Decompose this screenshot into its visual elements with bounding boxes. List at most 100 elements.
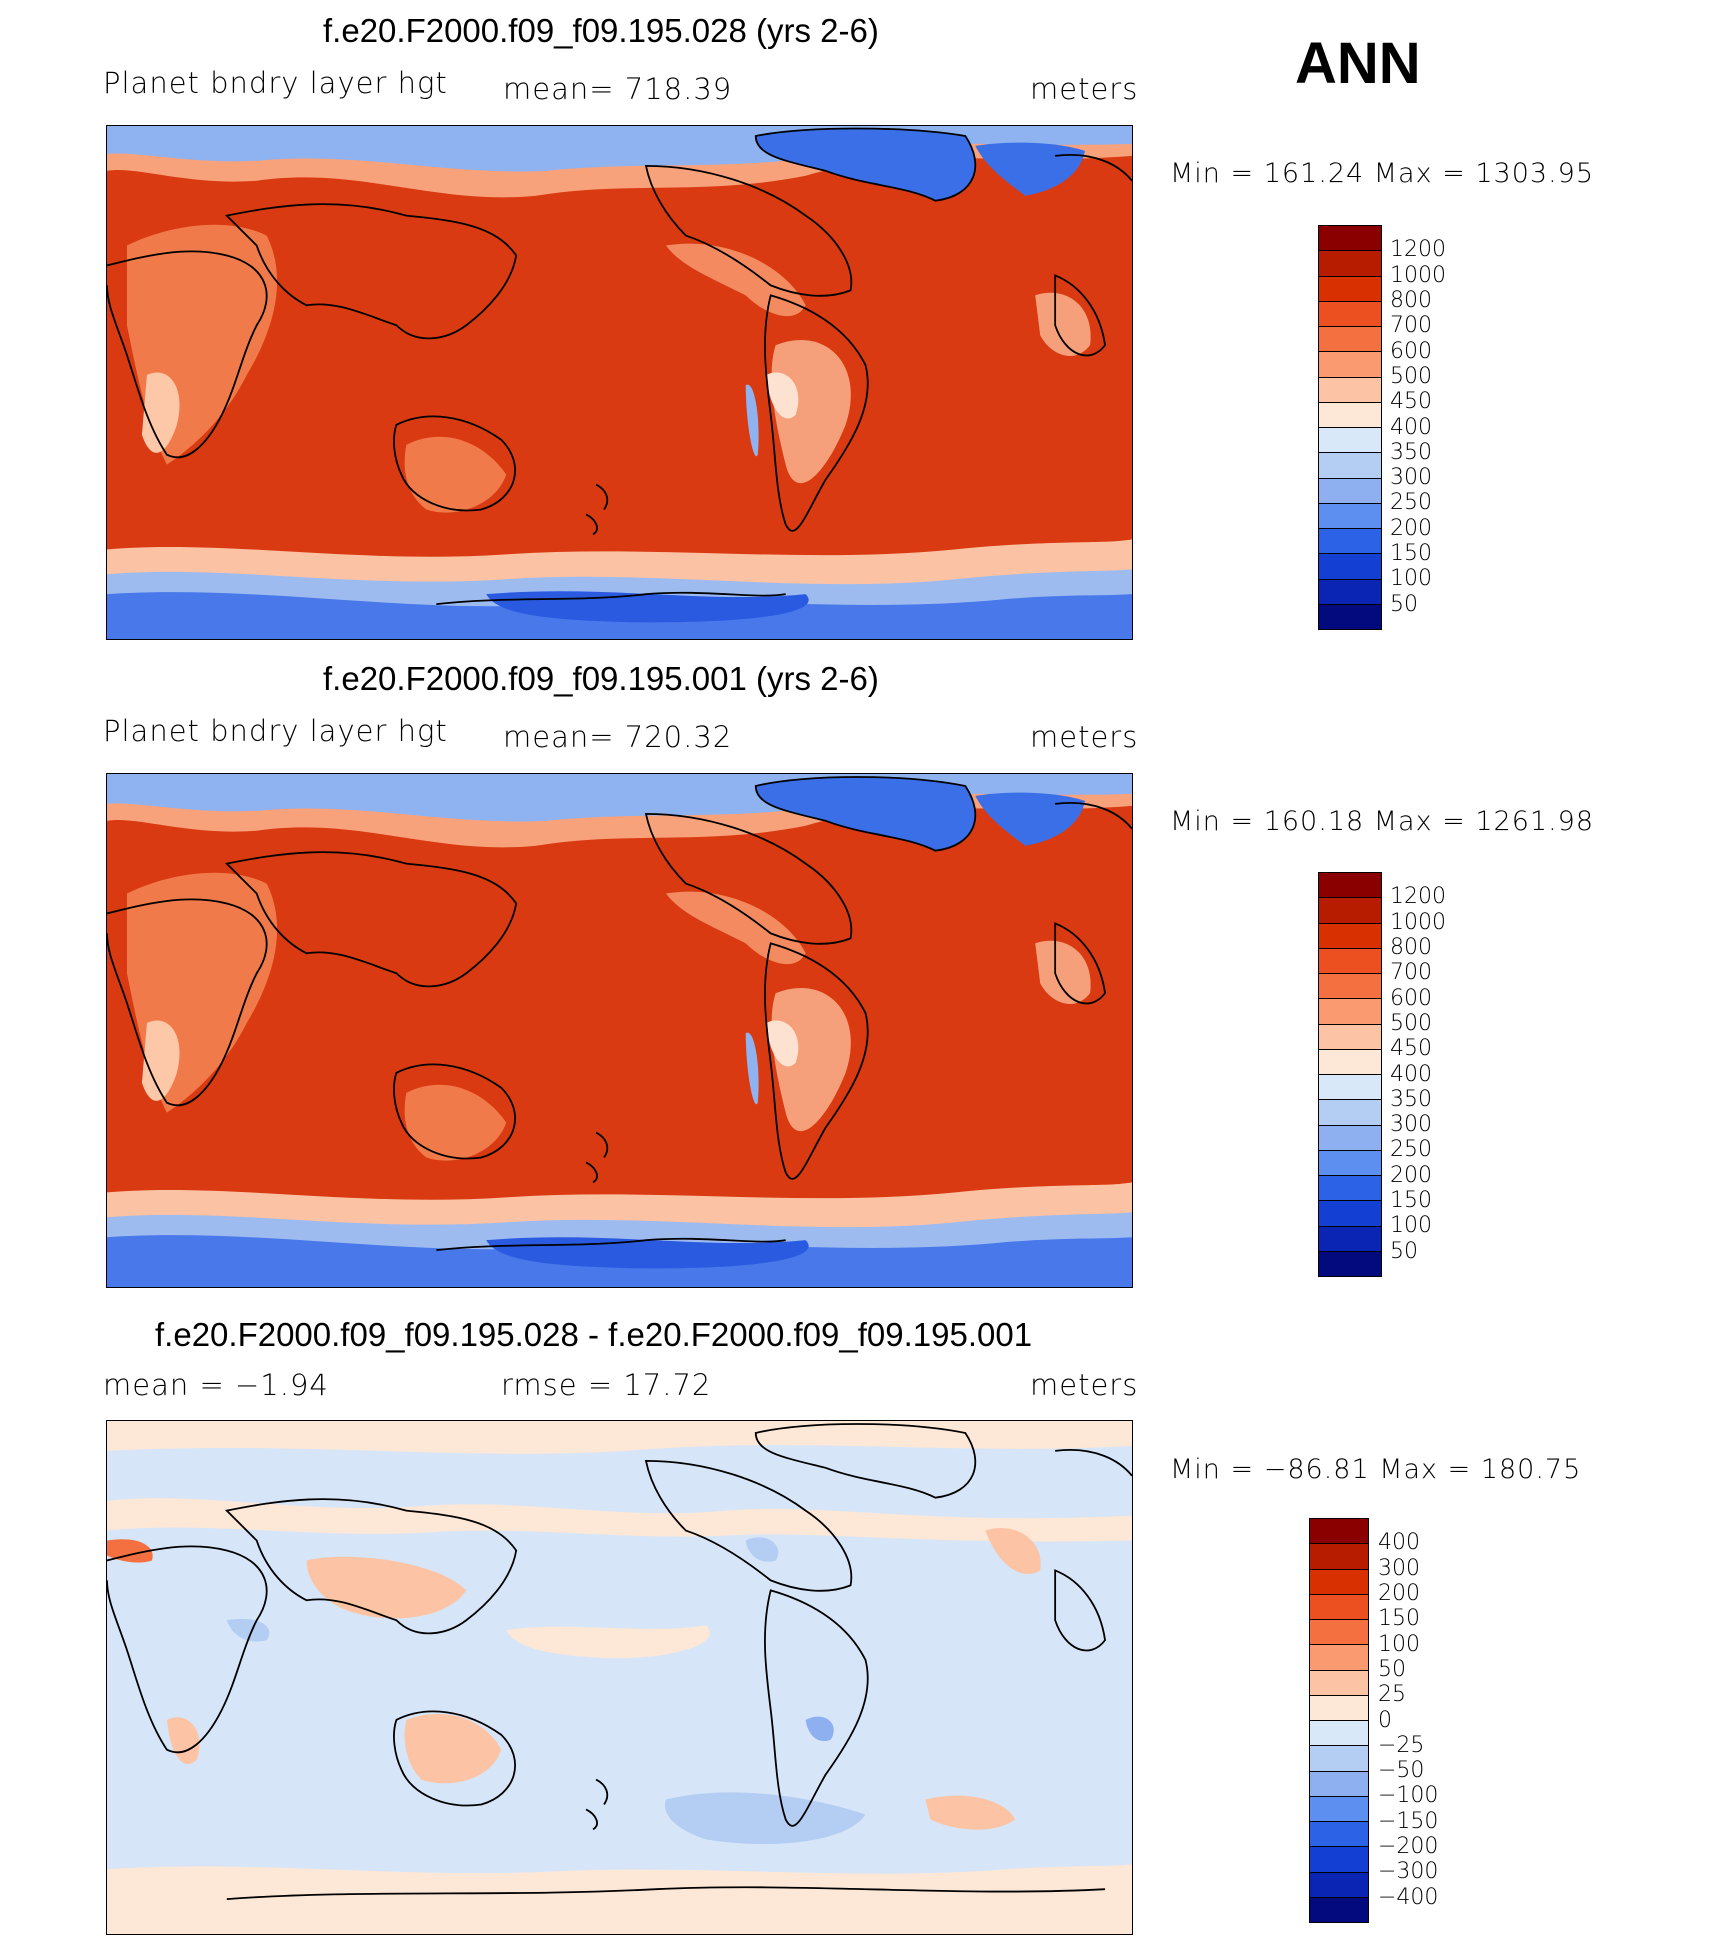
panel3-colorbar-level-label: 300 bbox=[1378, 1555, 1420, 1581]
panel2-colorbar-level-label: 150 bbox=[1390, 1188, 1432, 1214]
panel1-map-canvas bbox=[107, 126, 1132, 639]
panel2-colorbar bbox=[1318, 872, 1382, 1277]
panel2-colorbar-swatch bbox=[1319, 1125, 1381, 1151]
panel1-colorbar-level-label: 400 bbox=[1390, 414, 1432, 440]
panel1-colorbar-swatch bbox=[1319, 352, 1381, 378]
panel3-units-label: meters bbox=[1030, 1368, 1139, 1402]
panel1-units-label: meters bbox=[1030, 72, 1139, 106]
panel3-colorbar-swatch bbox=[1310, 1670, 1368, 1696]
panel3-colorbar-swatch bbox=[1310, 1519, 1368, 1545]
panel2-colorbar-level-label: 300 bbox=[1390, 1112, 1432, 1138]
panel1-colorbar-level-label: 600 bbox=[1390, 338, 1432, 364]
panel1-colorbar-level-label: 500 bbox=[1390, 363, 1432, 389]
panel1-colorbar-level-label: 800 bbox=[1390, 287, 1432, 313]
panel3-colorbar bbox=[1309, 1518, 1369, 1923]
panel1-colorbar-swatch bbox=[1319, 402, 1381, 428]
panel3-colorbar-level-label: −300 bbox=[1378, 1859, 1439, 1885]
panel2-colorbar-swatch bbox=[1319, 948, 1381, 974]
panel3-colorbar-level-label: 200 bbox=[1378, 1580, 1420, 1606]
panel3-colorbar-level-label: −200 bbox=[1378, 1834, 1439, 1860]
panel2-mean-label: mean= 720.32 bbox=[503, 720, 733, 754]
panel3-colorbar-swatch bbox=[1310, 1544, 1368, 1570]
panel1-colorbar-level-label: 350 bbox=[1390, 439, 1432, 465]
panel1-colorbar-swatch bbox=[1319, 604, 1381, 629]
panel1-colorbar-swatch bbox=[1319, 579, 1381, 605]
panel2-colorbar-swatch bbox=[1319, 1049, 1381, 1075]
panel2-colorbar-level-label: 450 bbox=[1390, 1036, 1432, 1062]
panel1-colorbar-swatch bbox=[1319, 251, 1381, 277]
panel3-colorbar-swatch bbox=[1310, 1746, 1368, 1772]
panel1-colorbar-swatch bbox=[1319, 478, 1381, 504]
panel3-colorbar-level-label: −50 bbox=[1378, 1758, 1425, 1784]
panel1-colorbar-level-label: 700 bbox=[1390, 313, 1432, 339]
panel3-colorbar-level-label: 0 bbox=[1378, 1707, 1392, 1733]
panel3-colorbar-swatch bbox=[1310, 1872, 1368, 1898]
panel2-colorbar-level-label: 800 bbox=[1390, 934, 1432, 960]
panel3-colorbar-swatch bbox=[1310, 1721, 1368, 1747]
panel2-colorbar-level-label: 250 bbox=[1390, 1137, 1432, 1163]
panel2-colorbar-swatch bbox=[1319, 1176, 1381, 1202]
panel3-colorbar-swatch bbox=[1310, 1771, 1368, 1797]
panel3-map bbox=[106, 1420, 1133, 1935]
panel1-colorbar-swatch bbox=[1319, 377, 1381, 403]
panel1-colorbar-swatch bbox=[1319, 327, 1381, 353]
panel2-colorbar-level-label: 50 bbox=[1390, 1238, 1418, 1264]
panel3-colorbar-swatch bbox=[1310, 1897, 1368, 1922]
panel3-colorbar-level-label: −100 bbox=[1378, 1783, 1439, 1809]
panel2-title: f.e20.F2000.f09_f09.195.001 (yrs 2-6) bbox=[323, 660, 879, 697]
panel3-minmax: Min = −86.81 Max = 180.75 bbox=[1170, 1454, 1582, 1485]
panel2-colorbar-level-label: 600 bbox=[1390, 985, 1432, 1011]
panel1-colorbar-level-label: 150 bbox=[1390, 541, 1432, 567]
panel1-colorbar-swatch bbox=[1319, 301, 1381, 327]
panel2-map-canvas bbox=[107, 774, 1132, 1287]
panel2-colorbar-swatch bbox=[1319, 1226, 1381, 1252]
panel2-units-label: meters bbox=[1030, 720, 1139, 754]
panel3-colorbar-swatch bbox=[1310, 1645, 1368, 1671]
panel2-colorbar-level-label: 400 bbox=[1390, 1061, 1432, 1087]
panel1-map bbox=[106, 125, 1133, 640]
panel2-colorbar-level-label: 200 bbox=[1390, 1162, 1432, 1188]
panel2-colorbar-level-label: 700 bbox=[1390, 960, 1432, 986]
panel1-colorbar-level-label: 200 bbox=[1390, 515, 1432, 541]
panel3-mean-label: mean = −1.94 bbox=[103, 1368, 329, 1402]
panel1-colorbar-level-label: 250 bbox=[1390, 490, 1432, 516]
panel1-colorbar-level-label: 450 bbox=[1390, 389, 1432, 415]
panel1-colorbar-level-label: 100 bbox=[1390, 566, 1432, 592]
panel3-rmse-label: rmse = 17.72 bbox=[501, 1368, 712, 1402]
panel2-colorbar-level-label: 1200 bbox=[1390, 884, 1446, 910]
panel2-colorbar-swatch bbox=[1319, 898, 1381, 924]
panel1-colorbar-swatch bbox=[1319, 529, 1381, 555]
panel3-colorbar-swatch bbox=[1310, 1847, 1368, 1873]
panel2-variable-label: Planet bndry layer hgt bbox=[103, 714, 448, 748]
panel3-colorbar-swatch bbox=[1310, 1796, 1368, 1822]
panel3-colorbar-level-label: −150 bbox=[1378, 1808, 1439, 1834]
panel2-colorbar-swatch bbox=[1319, 999, 1381, 1025]
panel2-colorbar-level-label: 500 bbox=[1390, 1010, 1432, 1036]
panel3-colorbar-swatch bbox=[1310, 1620, 1368, 1646]
panel3-colorbar-level-label: −25 bbox=[1378, 1732, 1425, 1758]
panel1-colorbar-swatch bbox=[1319, 428, 1381, 454]
panel2-minmax: Min = 160.18 Max = 1261.98 bbox=[1170, 806, 1595, 837]
panel2-map bbox=[106, 773, 1133, 1288]
panel2-colorbar-swatch bbox=[1319, 1201, 1381, 1227]
panel1-minmax: Min = 161.24 Max = 1303.95 bbox=[1170, 158, 1595, 189]
panel1-colorbar-level-label: 1000 bbox=[1390, 262, 1446, 288]
panel3-colorbar-swatch bbox=[1310, 1594, 1368, 1620]
panel1-colorbar bbox=[1318, 225, 1382, 630]
panel2-colorbar-swatch bbox=[1319, 873, 1381, 899]
panel2-colorbar-swatch bbox=[1319, 923, 1381, 949]
panel2-colorbar-swatch bbox=[1319, 1251, 1381, 1276]
panel3-title: f.e20.F2000.f09_f09.195.028 - f.e20.F200… bbox=[155, 1316, 1033, 1353]
panel1-variable-label: Planet bndry layer hgt bbox=[103, 66, 448, 100]
panel2-colorbar-swatch bbox=[1319, 1100, 1381, 1126]
panel3-colorbar-swatch bbox=[1310, 1822, 1368, 1848]
panel3-colorbar-level-label: 100 bbox=[1378, 1631, 1420, 1657]
panel1-colorbar-level-label: 300 bbox=[1390, 465, 1432, 491]
panel2-colorbar-swatch bbox=[1319, 1024, 1381, 1050]
panel2-colorbar-swatch bbox=[1319, 974, 1381, 1000]
panel3-map-canvas bbox=[107, 1421, 1132, 1934]
panel1-colorbar-swatch bbox=[1319, 453, 1381, 479]
panel3-colorbar-level-label: −400 bbox=[1378, 1884, 1439, 1910]
panel3-colorbar-level-label: 50 bbox=[1378, 1656, 1406, 1682]
panel2-colorbar-swatch bbox=[1319, 1150, 1381, 1176]
